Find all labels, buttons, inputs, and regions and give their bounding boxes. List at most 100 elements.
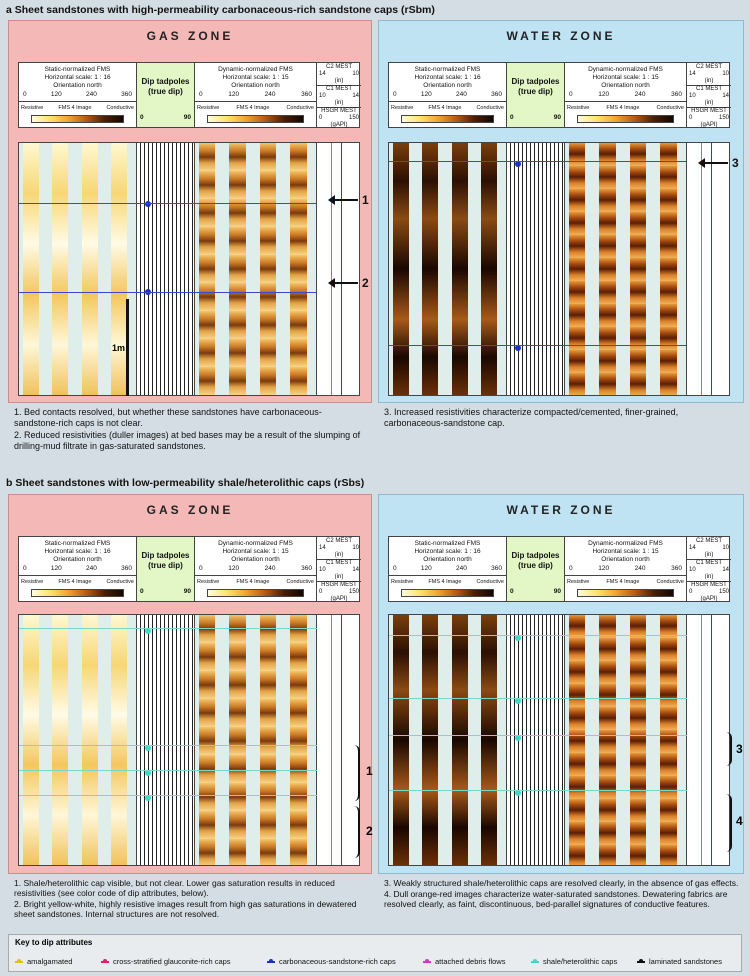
conductive-label: Conductive <box>286 579 314 585</box>
fms-pad-strip <box>52 143 69 395</box>
dip-lane <box>137 143 195 395</box>
fms-image-label: FMS 4 Image <box>428 579 462 585</box>
fms-pad-strip <box>568 143 586 395</box>
hsgr-label: HSGR MEST <box>317 107 361 115</box>
conductive-label: Conductive <box>106 105 134 111</box>
gr-lane <box>317 143 359 395</box>
tick-0: 0 <box>569 565 573 572</box>
log-track <box>18 614 360 866</box>
hsgr-unit: (gAPI) <box>700 122 718 128</box>
dip-tadpole <box>515 735 521 741</box>
dip-grid <box>137 143 194 395</box>
fms-image-label: FMS 4 Image <box>236 105 270 111</box>
conductive-label: Conductive <box>476 579 504 585</box>
tick-360: 360 <box>671 565 682 572</box>
orientation-label: Orientation north <box>53 82 102 89</box>
fms-pad-strip <box>22 143 39 395</box>
conductive-label: Conductive <box>656 105 684 111</box>
dip-tadpole <box>145 627 151 634</box>
bed-contact-line <box>389 344 687 346</box>
bed-contact-line <box>19 627 317 629</box>
dynamic-fms-scale: Horizontal scale: 1 : 15 <box>222 548 289 555</box>
colorbar-labels: Resistive FMS 4 Image Conductive <box>391 104 504 112</box>
marker-2: 2 <box>328 276 369 290</box>
water-zone-title: WATER ZONE <box>506 503 616 517</box>
tick-240: 240 <box>456 91 467 98</box>
c1-min: 10 <box>319 93 326 99</box>
caliper-gr-header: C2 MEST 14 10 (in) C1 MEST 10 14 (in) HSGR… <box>687 63 731 128</box>
caliper-curve <box>711 143 712 395</box>
azimuth-ticks: 0 120 240 360 <box>199 91 312 99</box>
tick-360: 360 <box>491 565 502 572</box>
dip-tadpole <box>145 770 151 776</box>
gas-zone-title: GAS ZONE <box>146 503 234 517</box>
gamma-ray-curve <box>701 143 702 395</box>
fms-pad-strip <box>599 615 616 865</box>
hsgr-unit: (gAPI) <box>330 596 348 602</box>
azimuth-ticks: 0 120 240 360 <box>23 91 132 99</box>
key-item-debris-flows: attached debris flows <box>423 957 505 966</box>
c1-label: C1 MEST <box>317 559 361 567</box>
dip-min: 0 <box>140 588 144 595</box>
c1-min: 10 <box>689 93 696 99</box>
tick-0: 0 <box>569 91 573 98</box>
marker-label: 3 <box>732 156 739 170</box>
static-fms-scale: Horizontal scale: 1 : 16 <box>44 548 111 555</box>
static-fms-scale: Horizontal scale: 1 : 16 <box>44 74 111 81</box>
tick-240: 240 <box>634 565 646 572</box>
hsgr-max: 150 <box>718 115 729 121</box>
tadpole-icon <box>637 958 645 966</box>
tadpole-icon <box>531 958 539 966</box>
tick-360: 360 <box>301 565 312 572</box>
orientation-label: Orientation north <box>423 556 472 563</box>
dip-grid <box>507 143 564 395</box>
notes-a-gas: 1. Bed contacts resolved, but whether th… <box>14 407 364 453</box>
arrow-left-icon <box>698 158 728 168</box>
tick-360: 360 <box>491 91 502 98</box>
fms-pad-strip <box>229 615 246 865</box>
hsgr-max: 150 <box>718 589 729 595</box>
c2-unit: (in) <box>334 552 344 558</box>
resistivity-colorbar <box>31 589 124 597</box>
dip-tadpole-title: Dip tadpoles (true dip) <box>511 77 560 96</box>
hsgr-max: 150 <box>348 115 359 121</box>
gamma-ray-curve <box>701 615 702 865</box>
c1-max: 14 <box>722 567 729 573</box>
dip-tadpole-header: Dip tadpoles (true dip) 0 90 <box>507 537 565 601</box>
scale-bar-label: 1m <box>112 343 126 353</box>
key-item-laminated: laminated sandstones <box>637 957 722 966</box>
key-title: Key to dip attributes <box>15 938 93 947</box>
dip-max: 90 <box>183 114 191 121</box>
marker-1: 1 <box>328 193 369 207</box>
hsgr-min: 0 <box>319 589 323 595</box>
c2-min: 14 <box>319 545 326 551</box>
notes-b-gas: 1. Shale/heterolithic cap visible, but n… <box>14 878 370 920</box>
static-fms-header: Static-normalized FMS Horizontal scale: … <box>389 63 507 127</box>
colorbar-labels: Resistive FMS 4 Image Conductive <box>21 578 134 586</box>
gr-lane <box>687 143 729 395</box>
dynamic-fms-title: Dynamic-normalized FMS <box>588 540 663 547</box>
c2-min: 14 <box>689 545 696 551</box>
notes-b-water: 3. Weakly structured shale/heterolithic … <box>384 878 742 910</box>
note-item: 3. Increased resistivities characterize … <box>384 407 679 428</box>
section-a-title: a Sheet sandstones with high-permeabilit… <box>6 4 435 16</box>
caliper-gr-header: C2 MEST 14 10 (in) C1 MEST 10 14 (in) HSGR… <box>317 537 361 602</box>
c1-max: 14 <box>352 93 359 99</box>
dynamic-fms-header: Dynamic-normalized FMS Horizontal scale:… <box>565 63 687 127</box>
bed-contact-line <box>389 160 687 162</box>
static-lane <box>389 143 507 395</box>
azimuth-ticks: 0 120 240 360 <box>393 565 502 573</box>
fms-pad-strip <box>198 143 216 395</box>
gamma-ray-curve <box>331 615 332 865</box>
log-track <box>388 142 730 396</box>
tick-120: 120 <box>228 565 240 572</box>
c2-label: C2 MEST <box>695 538 722 544</box>
bed-contact-line <box>389 790 687 791</box>
orientation-label: Orientation north <box>601 556 650 563</box>
bed-contact-line <box>389 635 687 636</box>
tadpole-icon <box>267 958 275 966</box>
resistivity-colorbar <box>31 115 124 123</box>
tadpole-icon <box>101 958 109 966</box>
tick-240: 240 <box>86 565 97 572</box>
c2-unit: (in) <box>704 552 714 558</box>
